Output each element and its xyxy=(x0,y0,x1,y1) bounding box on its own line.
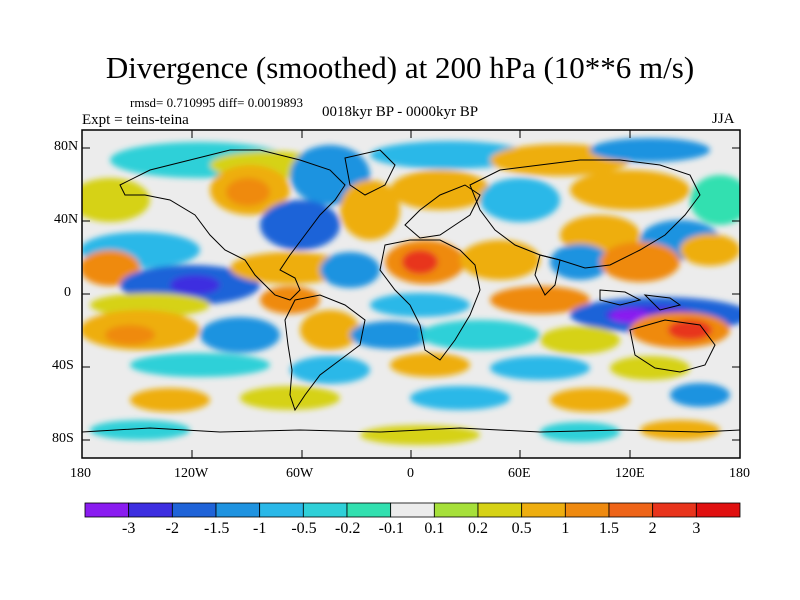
field-blob xyxy=(690,175,740,225)
field-blob xyxy=(170,275,220,295)
field-blob xyxy=(550,244,610,280)
field-blob xyxy=(290,356,370,384)
colorbar-label: 0.2 xyxy=(468,520,488,537)
field-blob xyxy=(130,353,270,377)
colorbar-swatch xyxy=(215,502,261,518)
colorbar-swatch xyxy=(390,502,435,518)
y-tick-label: 40S xyxy=(52,358,74,373)
field-blob xyxy=(230,252,350,284)
field-blob xyxy=(226,178,270,206)
x-tick-label: 60W xyxy=(286,466,314,481)
x-ticks xyxy=(81,130,741,458)
x-tick-label: 180 xyxy=(70,466,91,481)
experiment-label: Expt = teins-teina xyxy=(82,112,189,128)
colorbar-swatch xyxy=(477,502,523,518)
field-blob xyxy=(90,293,210,317)
field-blob xyxy=(668,320,712,340)
colorbar-swatch xyxy=(84,502,130,518)
field-blob xyxy=(390,353,470,377)
y-tick-label: 40N xyxy=(54,212,79,227)
colorbar-swatch xyxy=(259,502,304,518)
field-blob xyxy=(460,240,540,280)
field-blob xyxy=(370,293,470,317)
x-tick-label: 120E xyxy=(615,466,645,481)
x-tick-label: 120W xyxy=(174,466,209,481)
coastlines xyxy=(82,149,740,433)
field-blob xyxy=(670,383,730,407)
colorbar-label: 1 xyxy=(561,520,570,537)
colorbar-label: 0.5 xyxy=(511,520,532,537)
field-blob xyxy=(370,141,530,169)
colorbar-swatch xyxy=(171,502,217,518)
field-blob xyxy=(402,250,438,274)
field-blob xyxy=(82,250,140,286)
field-blob xyxy=(240,386,340,410)
map-title: Divergence (smoothed) at 200 hPa (10**6 … xyxy=(105,50,695,85)
y-ticks xyxy=(82,147,740,441)
y-tick-label: 80S xyxy=(52,431,74,446)
field-blob xyxy=(360,425,480,445)
x-tick-label: 180 xyxy=(729,466,750,481)
field-blob xyxy=(610,356,690,380)
colorbar-label: 2 xyxy=(648,520,657,537)
field-blob xyxy=(590,138,710,162)
field-blob xyxy=(105,325,155,345)
colorbar xyxy=(84,502,741,518)
colorbar-swatch xyxy=(433,502,479,518)
x-tick-label: 0 xyxy=(407,466,414,481)
colorbar-label: -0.5 xyxy=(291,520,317,537)
season-label: JJA xyxy=(712,111,735,127)
colorbar-label: -0.1 xyxy=(378,520,404,537)
field-blob xyxy=(540,422,620,442)
colorbar-swatch xyxy=(521,502,566,518)
colorbar-label: -2 xyxy=(165,520,179,537)
field-blob xyxy=(390,170,490,210)
y-tick-label: 0 xyxy=(64,285,71,300)
colorbar-label: 0.1 xyxy=(424,520,445,537)
colorbar-label: -1.5 xyxy=(204,520,230,537)
field-blob xyxy=(410,386,510,410)
colorbar-swatch xyxy=(302,502,348,518)
field-blob xyxy=(640,420,720,440)
field-blob xyxy=(200,317,280,353)
field-blob xyxy=(550,388,630,412)
field-blob xyxy=(82,178,150,222)
field-blob xyxy=(260,200,340,250)
y-tick-label: 80N xyxy=(54,139,79,154)
field-blob xyxy=(490,286,590,314)
field-blob xyxy=(490,356,590,380)
colorbar-swatch xyxy=(346,502,392,518)
colorbar-swatch xyxy=(564,502,610,518)
field-blob xyxy=(300,310,360,350)
field-blob xyxy=(600,242,680,282)
colorbar-label: -0.2 xyxy=(335,520,361,537)
colorbar-swatch xyxy=(128,502,173,518)
field-blob xyxy=(480,178,560,222)
map-field xyxy=(82,130,740,458)
field-blob xyxy=(680,234,740,266)
field-blob xyxy=(90,420,190,440)
field-blob xyxy=(540,326,620,354)
colorbar-swatch xyxy=(652,502,697,518)
field-blob xyxy=(340,180,400,240)
field-blob xyxy=(420,320,540,350)
colorbar-label: -1 xyxy=(252,520,267,537)
colorbar-swatch xyxy=(608,502,654,518)
period-label: 0018kyr BP - 0000kyr BP xyxy=(322,104,479,120)
field-blob xyxy=(350,321,430,349)
colorbar-label: 3 xyxy=(692,520,701,537)
stats-text: rmsd= 0.710995 diff= 0.0019893 xyxy=(130,95,303,110)
colorbar-swatch xyxy=(695,502,741,518)
field-blob xyxy=(130,388,210,412)
field-blob xyxy=(320,252,380,288)
colorbar-label: -3 xyxy=(121,520,136,537)
colorbar-label: 1.5 xyxy=(599,520,619,537)
x-tick-label: 60E xyxy=(508,466,531,481)
field-blob xyxy=(570,170,690,210)
